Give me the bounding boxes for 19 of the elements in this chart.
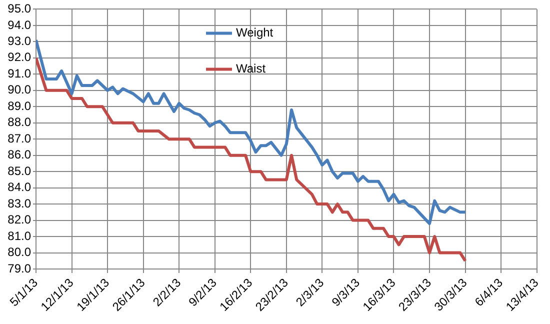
y-tick-label: 84.0 — [8, 180, 32, 194]
y-tick-label: 79.0 — [8, 261, 32, 276]
y-tick-label: 83.0 — [8, 196, 32, 210]
y-tick-label: 94.0 — [8, 18, 32, 32]
y-tick-label: 87.0 — [8, 131, 32, 146]
y-tick-label: 86.0 — [8, 148, 32, 162]
y-tick-label: 82.0 — [8, 212, 32, 227]
y-tick-label: 88.0 — [8, 115, 32, 130]
y-tick-label: 81.0 — [8, 228, 32, 243]
y-tick-label: 95.0 — [8, 2, 32, 16]
y-tick-label: 85.0 — [8, 164, 32, 178]
y-tick-label: 89.0 — [8, 98, 32, 113]
y-tick-label: 90.0 — [8, 82, 32, 97]
legend-label: Waist — [236, 62, 266, 76]
legend-label: Weight — [236, 26, 274, 40]
y-tick-label: 80.0 — [8, 245, 32, 260]
y-tick-label: 93.0 — [8, 34, 32, 48]
y-tick-label: 92.0 — [8, 50, 32, 64]
y-tick-label: 91.0 — [8, 66, 32, 80]
